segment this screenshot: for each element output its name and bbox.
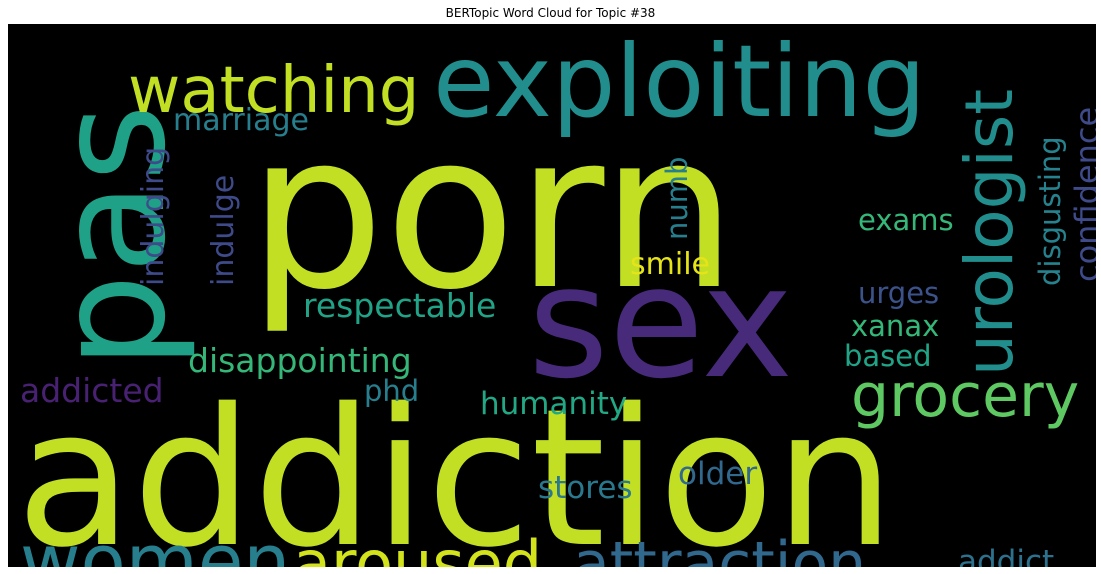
word-watching: watching xyxy=(128,54,419,128)
word-exploiting: exploiting xyxy=(433,24,926,140)
word-attraction: attraction xyxy=(573,529,866,567)
word-cloud: porn addiction sex pas exploiting watching uro… xyxy=(8,24,1096,567)
word-based: based xyxy=(844,339,932,373)
word-aroused: aroused xyxy=(293,527,542,567)
word-stores: stores xyxy=(538,470,633,506)
word-urologist: urologist xyxy=(951,89,1028,376)
word-confidence: confidence xyxy=(1068,107,1096,282)
word-exams: exams xyxy=(858,203,954,237)
word-marriage: marriage xyxy=(173,103,309,138)
word-smile: smile xyxy=(630,247,710,282)
word-addiction: addiction xyxy=(16,368,895,567)
word-phd: phd xyxy=(364,374,419,408)
word-indulging: indulging xyxy=(136,147,171,286)
word-sex: sex xyxy=(528,232,793,413)
word-urges: urges xyxy=(858,276,939,310)
word-addict: addict xyxy=(958,544,1054,567)
figure-title: BERTopic Word Cloud for Topic #38 xyxy=(445,6,656,20)
word-porn: porn xyxy=(248,86,737,337)
word-humanity: humanity xyxy=(480,386,627,422)
word-older: older xyxy=(678,456,757,492)
cloud-background xyxy=(8,24,1096,567)
word-disgusting: disgusting xyxy=(1033,136,1067,286)
word-women: women xyxy=(20,519,290,567)
word-indulge: indulge xyxy=(206,175,241,286)
word-respectable: respectable xyxy=(303,286,496,325)
word-numb: numb xyxy=(660,157,694,240)
word-xanax: xanax xyxy=(851,309,939,343)
word-disappointing: disappointing xyxy=(188,341,412,380)
word-pas: pas xyxy=(25,104,199,369)
word-grocery: grocery xyxy=(851,361,1079,431)
word-addicted: addicted xyxy=(20,371,164,410)
